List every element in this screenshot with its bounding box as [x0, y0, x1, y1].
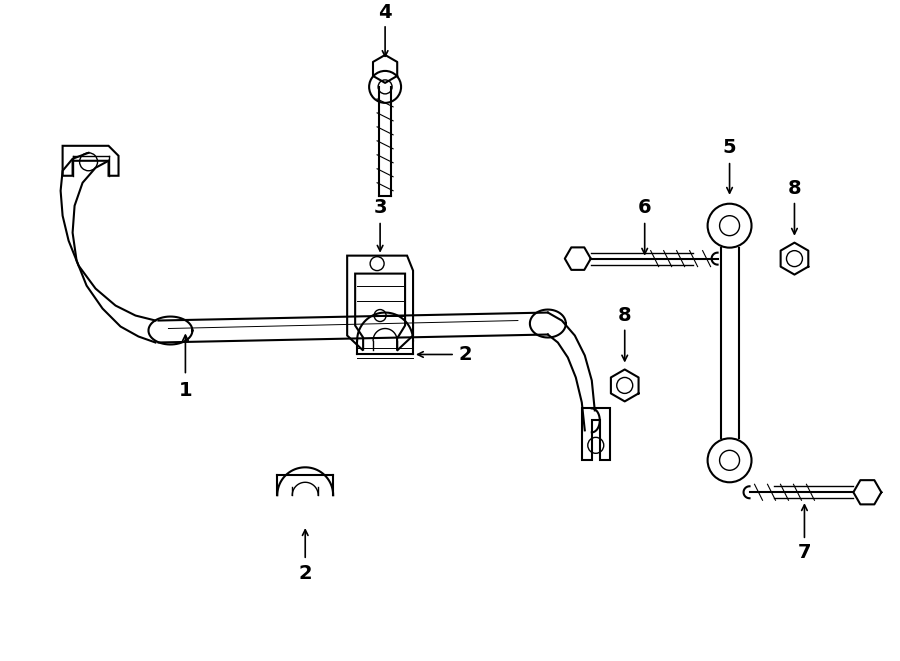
Text: 2: 2: [299, 564, 312, 582]
Text: 6: 6: [638, 198, 652, 217]
Text: 2: 2: [458, 345, 472, 364]
Text: 1: 1: [178, 381, 193, 400]
Text: 5: 5: [723, 138, 736, 157]
Text: 3: 3: [374, 198, 387, 217]
Text: 8: 8: [618, 306, 632, 325]
Text: 7: 7: [797, 543, 811, 562]
Text: 8: 8: [788, 179, 801, 198]
Text: 4: 4: [378, 3, 392, 22]
